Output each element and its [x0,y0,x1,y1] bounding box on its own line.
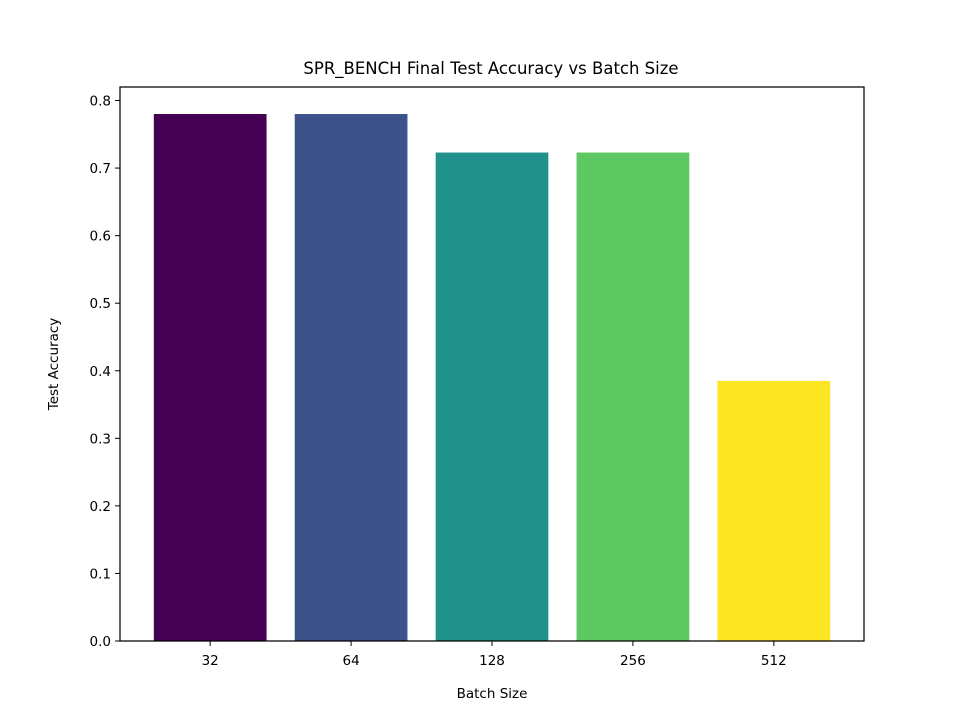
y-tick-label: 0.5 [90,296,111,312]
y-tick-label: 0.6 [90,229,111,245]
y-tick-label: 0.1 [90,566,111,582]
y-tick-label: 0.0 [90,634,111,650]
bars-group [153,114,831,641]
y-tick-label: 0.3 [90,431,111,447]
x-tick-label: 512 [761,653,787,669]
x-tick-label: 64 [342,653,359,669]
bar-256 [576,152,690,641]
y-tick-label: 0.7 [90,161,111,177]
x-tick-label: 256 [620,653,646,669]
x-axis-ticks: 32 64 128 256 512 [202,641,787,669]
y-axis-label: Test Accuracy [46,318,62,412]
x-axis-label: Batch Size [457,686,528,702]
x-tick-label: 32 [202,653,219,669]
bar-128 [435,152,549,641]
bar-32 [153,114,267,641]
bar-512 [717,380,831,641]
x-tick-label: 128 [479,653,505,669]
chart-title: SPR_BENCH Final Test Accuracy vs Batch S… [303,59,678,79]
y-axis-ticks: 0.0 0.1 0.2 0.3 0.4 0.5 0.6 0.7 0.8 [90,94,120,650]
plot-frame [119,86,865,642]
y-tick-label: 0.2 [90,499,111,515]
y-tick-label: 0.4 [90,364,111,380]
bar-64 [294,114,408,641]
y-tick-label: 0.8 [90,94,111,110]
